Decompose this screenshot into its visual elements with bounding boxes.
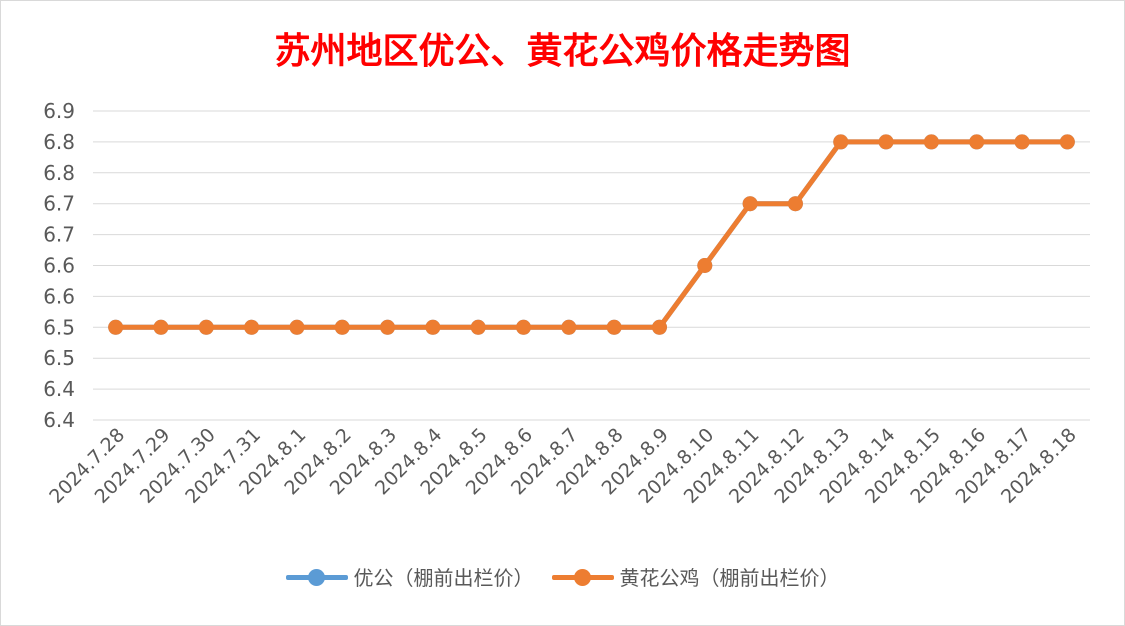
- data-point: [108, 319, 124, 335]
- data-point: [787, 196, 803, 212]
- y-tick-label: 6.5: [43, 346, 75, 370]
- y-tick-label: 6.7: [43, 223, 75, 247]
- legend-label-huanghua: 黄花公鸡（棚前出栏价）: [619, 566, 840, 590]
- data-point: [833, 134, 849, 150]
- y-tick-label: 6.4: [43, 408, 75, 432]
- legend-item-youqong: 优公（棚前出栏价）: [285, 562, 534, 591]
- data-point: [697, 258, 713, 273]
- chart-title: 苏州地区优公、黄花公鸡价格走势图: [274, 30, 851, 72]
- legend-label-youqong: 优公（棚前出栏价）: [353, 566, 534, 590]
- legend-marker-huanghua: [551, 567, 614, 587]
- data-point: [606, 319, 622, 335]
- y-tick-label: 6.6: [43, 254, 75, 278]
- y-tick-label: 6.6: [43, 284, 75, 308]
- data-point: [742, 196, 758, 212]
- data-point: [878, 134, 894, 150]
- data-point: [969, 134, 985, 150]
- data-point: [561, 319, 577, 335]
- legend: 优公（棚前出栏价） 黄花公鸡（棚前出栏价）: [0, 562, 1125, 591]
- data-point: [198, 319, 214, 335]
- data-point: [1059, 134, 1075, 150]
- data-point: [516, 319, 532, 335]
- y-tick-label: 6.8: [43, 130, 75, 154]
- y-tick-label: 6.4: [43, 377, 75, 401]
- y-tick-label: 6.9: [43, 99, 75, 123]
- data-point: [334, 319, 350, 335]
- data-point: [425, 319, 441, 335]
- data-point: [923, 134, 939, 150]
- data-point: [1014, 134, 1030, 150]
- y-tick-label: 6.5: [43, 315, 75, 339]
- legend-marker-youqong: [285, 567, 348, 587]
- legend-item-huanghua: 黄花公鸡（棚前出栏价）: [551, 562, 840, 591]
- data-point: [651, 319, 667, 335]
- data-point: [380, 319, 396, 335]
- series-line-1: [113, 139, 1070, 330]
- data-point: [470, 319, 486, 335]
- data-point: [289, 319, 305, 335]
- data-point: [244, 319, 260, 335]
- y-tick-label: 6.8: [43, 161, 75, 185]
- data-point: [153, 319, 169, 335]
- y-tick-label: 6.7: [43, 192, 75, 216]
